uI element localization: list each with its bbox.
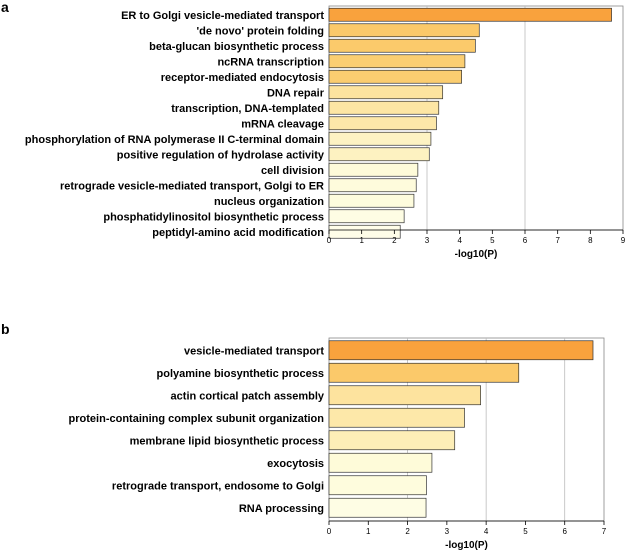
bar [328, 340, 594, 361]
chart-a: ER to Golgi vesicle-mediated transport 'd… [25, 5, 625, 260]
x-tick-label: 7 [555, 236, 560, 245]
category-label: membrane lipid biosynthetic process [130, 435, 324, 447]
category-label: ER to Golgi vesicle-mediated transport [121, 10, 324, 22]
category-label: positive regulation of hydrolase activit… [117, 149, 325, 161]
x-tick-label: 0 [327, 236, 332, 245]
bar [328, 147, 430, 162]
x-tick-label: 7 [602, 527, 607, 536]
category-label: retrograde transport, endosome to Golgi [112, 480, 324, 492]
x-axis-title: -log10(P) [445, 540, 488, 550]
bar [328, 178, 417, 193]
bar [328, 209, 405, 224]
bar [328, 131, 432, 146]
x-tick-label: 1 [366, 527, 371, 536]
x-tick-label: 5 [490, 236, 495, 245]
category-label: mRNA cleavage [241, 118, 324, 130]
bar [328, 430, 456, 451]
bar [328, 54, 466, 69]
bar [328, 224, 401, 239]
category-label: transcription, DNA-templated [171, 103, 324, 115]
category-label: beta-glucan biosynthetic process [149, 41, 324, 53]
panel-label-b: b [1, 321, 10, 337]
x-tick-label: 6 [562, 527, 567, 536]
category-label: polyamine biosynthetic process [157, 368, 325, 380]
category-label: retrograde vesicle-mediated transport, G… [60, 180, 324, 192]
x-tick-label: 3 [445, 527, 450, 536]
bar [328, 407, 465, 428]
bar [328, 385, 481, 406]
bar [328, 162, 419, 177]
x-tick-label: 4 [457, 236, 462, 245]
bar [328, 362, 520, 383]
x-tick-label: 1 [359, 236, 364, 245]
x-tick-label: 5 [523, 527, 528, 536]
x-tick-label: 2 [405, 527, 410, 536]
category-label: receptor-mediated endocytosis [161, 72, 324, 84]
x-tick-label: 0 [327, 527, 332, 536]
category-label: 'de novo' protein folding [197, 25, 324, 37]
bar [328, 475, 427, 496]
bar [328, 69, 462, 84]
bar [328, 497, 427, 518]
category-label: actin cortical patch assembly [171, 390, 325, 402]
category-label: cell division [261, 165, 324, 177]
category-label: nucleus organization [214, 196, 324, 208]
category-label: peptidyl-amino acid modification [152, 227, 324, 239]
bar [328, 7, 612, 22]
x-tick-label: 3 [425, 236, 430, 245]
bar [328, 23, 480, 38]
bar [328, 452, 433, 473]
category-label: DNA repair [267, 87, 325, 99]
bar [328, 100, 440, 115]
chart-b: vesicle-mediated transport polyamine bios… [69, 337, 607, 550]
bar [328, 193, 415, 208]
category-label: phosphatidylinositol biosynthetic proces… [103, 211, 324, 223]
x-tick-label: 6 [523, 236, 528, 245]
category-label: ncRNA transcription [217, 56, 324, 68]
bar [328, 85, 444, 100]
x-tick-label: 2 [392, 236, 397, 245]
category-label: phosphorylation of RNA polymerase II C-t… [25, 134, 324, 146]
bar [328, 116, 437, 131]
x-tick-label: 9 [621, 236, 625, 245]
category-label: RNA processing [239, 503, 324, 515]
panel-label-a: a [1, 0, 9, 15]
x-tick-label: 4 [484, 527, 489, 536]
x-tick-label: 8 [588, 236, 593, 245]
x-axis-title: -log10(P) [455, 249, 498, 260]
bar [328, 38, 476, 53]
category-label: exocytosis [267, 458, 324, 470]
category-label: vesicle-mediated transport [184, 345, 324, 357]
category-label: protein-containing complex subunit organ… [69, 413, 325, 425]
